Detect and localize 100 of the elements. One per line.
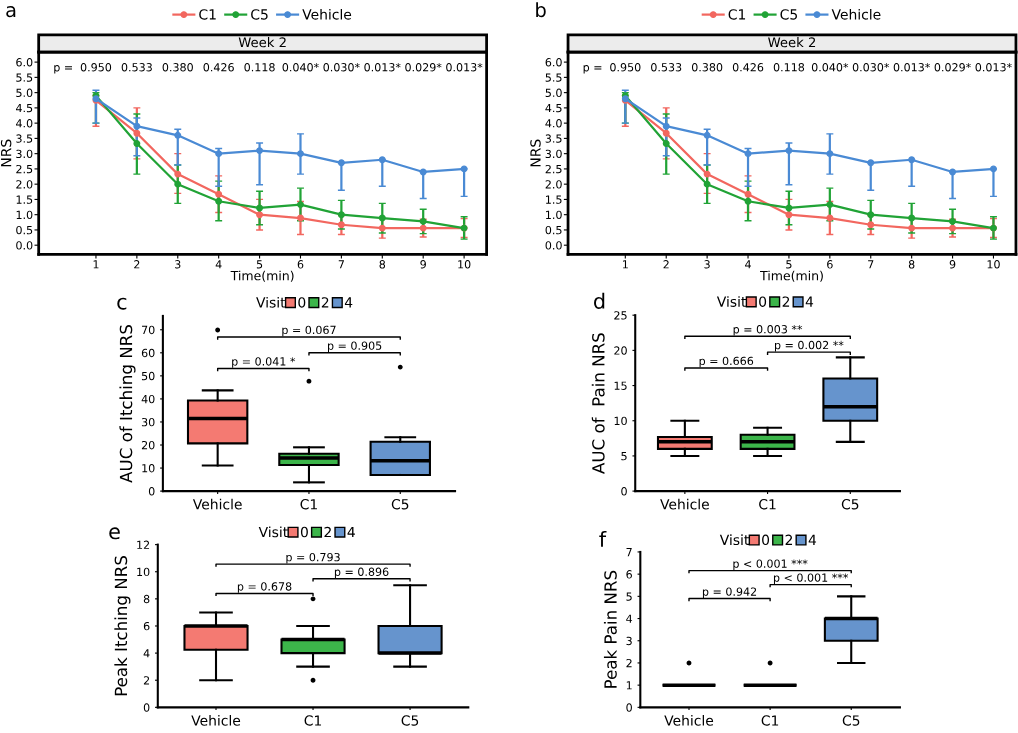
legend-label: Vehicle xyxy=(302,8,352,20)
y-tick-label: 7 xyxy=(626,548,632,557)
x-axis-title: Time(min) xyxy=(760,270,823,282)
y-tick-label: 12 xyxy=(137,540,150,549)
y-axis-title: NRS xyxy=(530,139,541,167)
y-tick-label: 0.5 xyxy=(545,225,562,235)
y-tick-label: 1.5 xyxy=(546,195,562,204)
y-tick-label: 0.5 xyxy=(16,225,33,235)
y-tick-label: 4 xyxy=(626,614,633,623)
y-tick-label: 2.0 xyxy=(16,180,33,189)
y-tick-label: 8 xyxy=(143,594,150,604)
legend-label: C1 xyxy=(199,9,216,20)
annotation: p = xyxy=(583,65,602,74)
annotation: p = 0.067 xyxy=(282,325,336,337)
legend-label: 2 xyxy=(324,526,331,538)
y-tick-label: 20 xyxy=(614,346,627,355)
x-tick-label: Vehicle xyxy=(192,498,242,510)
annotation: p = 0.003 ** xyxy=(733,325,803,336)
y-tick-label: 2.5 xyxy=(16,164,33,174)
annotation: p = 0.793 xyxy=(286,552,340,564)
y-tick-label: 4 xyxy=(143,649,150,658)
y-tick-label: 5.5 xyxy=(545,73,562,82)
y-axis-title: AUC of Itching NRS xyxy=(119,325,136,483)
y-tick-label: 5.5 xyxy=(16,73,33,82)
annotation: p = 0.896 xyxy=(334,567,389,579)
annotation: p < 0.001 *** xyxy=(733,559,808,570)
y-tick-label: 30 xyxy=(141,417,155,427)
y-tick-label: 0.0 xyxy=(545,241,562,250)
x-tick-label: 7 xyxy=(868,260,874,269)
x-tick-label: C5 xyxy=(391,498,409,510)
y-axis-title: Peak Itching NRS xyxy=(114,556,131,696)
x-tick-label: 9 xyxy=(949,260,956,269)
y-tick-label: 70 xyxy=(142,325,155,335)
annotation: p = 0.666 xyxy=(699,356,754,368)
y-tick-label: 6 xyxy=(626,570,632,579)
legend-title: Visit xyxy=(719,534,750,546)
annotation: 0.040* xyxy=(282,63,319,72)
x-tick-label: 6 xyxy=(827,260,833,269)
annotation: 0.040* xyxy=(811,63,849,72)
y-tick-label: 3.0 xyxy=(545,149,562,159)
annotation: 0.030* xyxy=(852,63,890,72)
legend-label: C5 xyxy=(780,9,797,20)
chart-title: b xyxy=(536,2,546,18)
x-tick-label: 6 xyxy=(297,260,304,269)
x-axis-title: Time(min) xyxy=(230,270,294,282)
legend-title: Visit xyxy=(716,296,747,307)
annotation: p = 0.041 * xyxy=(232,357,296,368)
annotation: 0.030* xyxy=(323,63,360,72)
x-tick-label: C1 xyxy=(759,498,776,510)
x-tick-label: C5 xyxy=(841,498,859,510)
y-tick-label: 6.0 xyxy=(545,58,562,67)
legend-title: Visit xyxy=(256,296,286,308)
x-tick-label: C5 xyxy=(842,715,860,726)
legend-label: 0 xyxy=(759,296,767,307)
x-tick-label: Vehicle xyxy=(660,498,709,510)
x-tick-label: Vehicle xyxy=(191,714,241,726)
y-tick-label: 2 xyxy=(626,658,632,668)
legend-label: 0 xyxy=(298,297,306,308)
chart-subtitle: Week 2 xyxy=(238,37,286,48)
x-tick-label: 8 xyxy=(379,260,386,269)
y-tick-label: 20 xyxy=(141,440,155,450)
legend-label: C1 xyxy=(728,9,746,20)
annotation: 0.013* xyxy=(446,63,483,72)
x-tick-label: C1 xyxy=(761,715,779,726)
annotation: p = 0.905 xyxy=(328,341,382,353)
x-tick-label: 4 xyxy=(215,260,222,269)
y-tick-label: 0.0 xyxy=(16,241,33,250)
annotation: 0.533 xyxy=(651,63,682,72)
x-tick-label: 10 xyxy=(458,260,471,269)
annotation: 0.013* xyxy=(893,63,930,72)
y-tick-label: 40 xyxy=(141,394,155,404)
annotation: p = 0.002 ** xyxy=(775,340,844,352)
annotation: 0.950 xyxy=(80,63,112,72)
y-tick-label: 1.0 xyxy=(546,210,562,220)
x-tick-label: 10 xyxy=(987,260,1000,269)
x-tick-label: Vehicle xyxy=(664,714,714,726)
y-tick-label: 3 xyxy=(626,636,632,646)
annotation: 0.013* xyxy=(364,63,401,72)
y-tick-label: 3.5 xyxy=(545,134,562,143)
legend-label: 0 xyxy=(762,534,770,546)
y-tick-label: 10 xyxy=(137,567,150,577)
annotation: 0.380 xyxy=(691,63,723,72)
y-tick-label: 6.0 xyxy=(16,58,33,67)
y-tick-label: 1 xyxy=(626,681,632,690)
x-tick-label: 5 xyxy=(256,260,263,269)
y-tick-label: 0 xyxy=(143,703,150,712)
y-tick-label: 4.5 xyxy=(16,104,33,113)
x-tick-label: 7 xyxy=(338,260,344,269)
x-tick-label: 1 xyxy=(93,260,99,269)
legend-label: C5 xyxy=(251,9,268,20)
x-tick-label: 2 xyxy=(663,260,669,269)
x-tick-label: C1 xyxy=(304,715,322,726)
legend-label: 4 xyxy=(805,296,814,307)
annotation: 0.426 xyxy=(203,63,234,72)
y-tick-label: 5.0 xyxy=(16,88,33,98)
annotation: p = xyxy=(54,65,72,74)
x-tick-label: 3 xyxy=(175,260,181,269)
annotation: p = 0.678 xyxy=(237,582,292,593)
y-tick-label: 5 xyxy=(621,452,627,461)
y-tick-label: 50 xyxy=(141,371,155,381)
